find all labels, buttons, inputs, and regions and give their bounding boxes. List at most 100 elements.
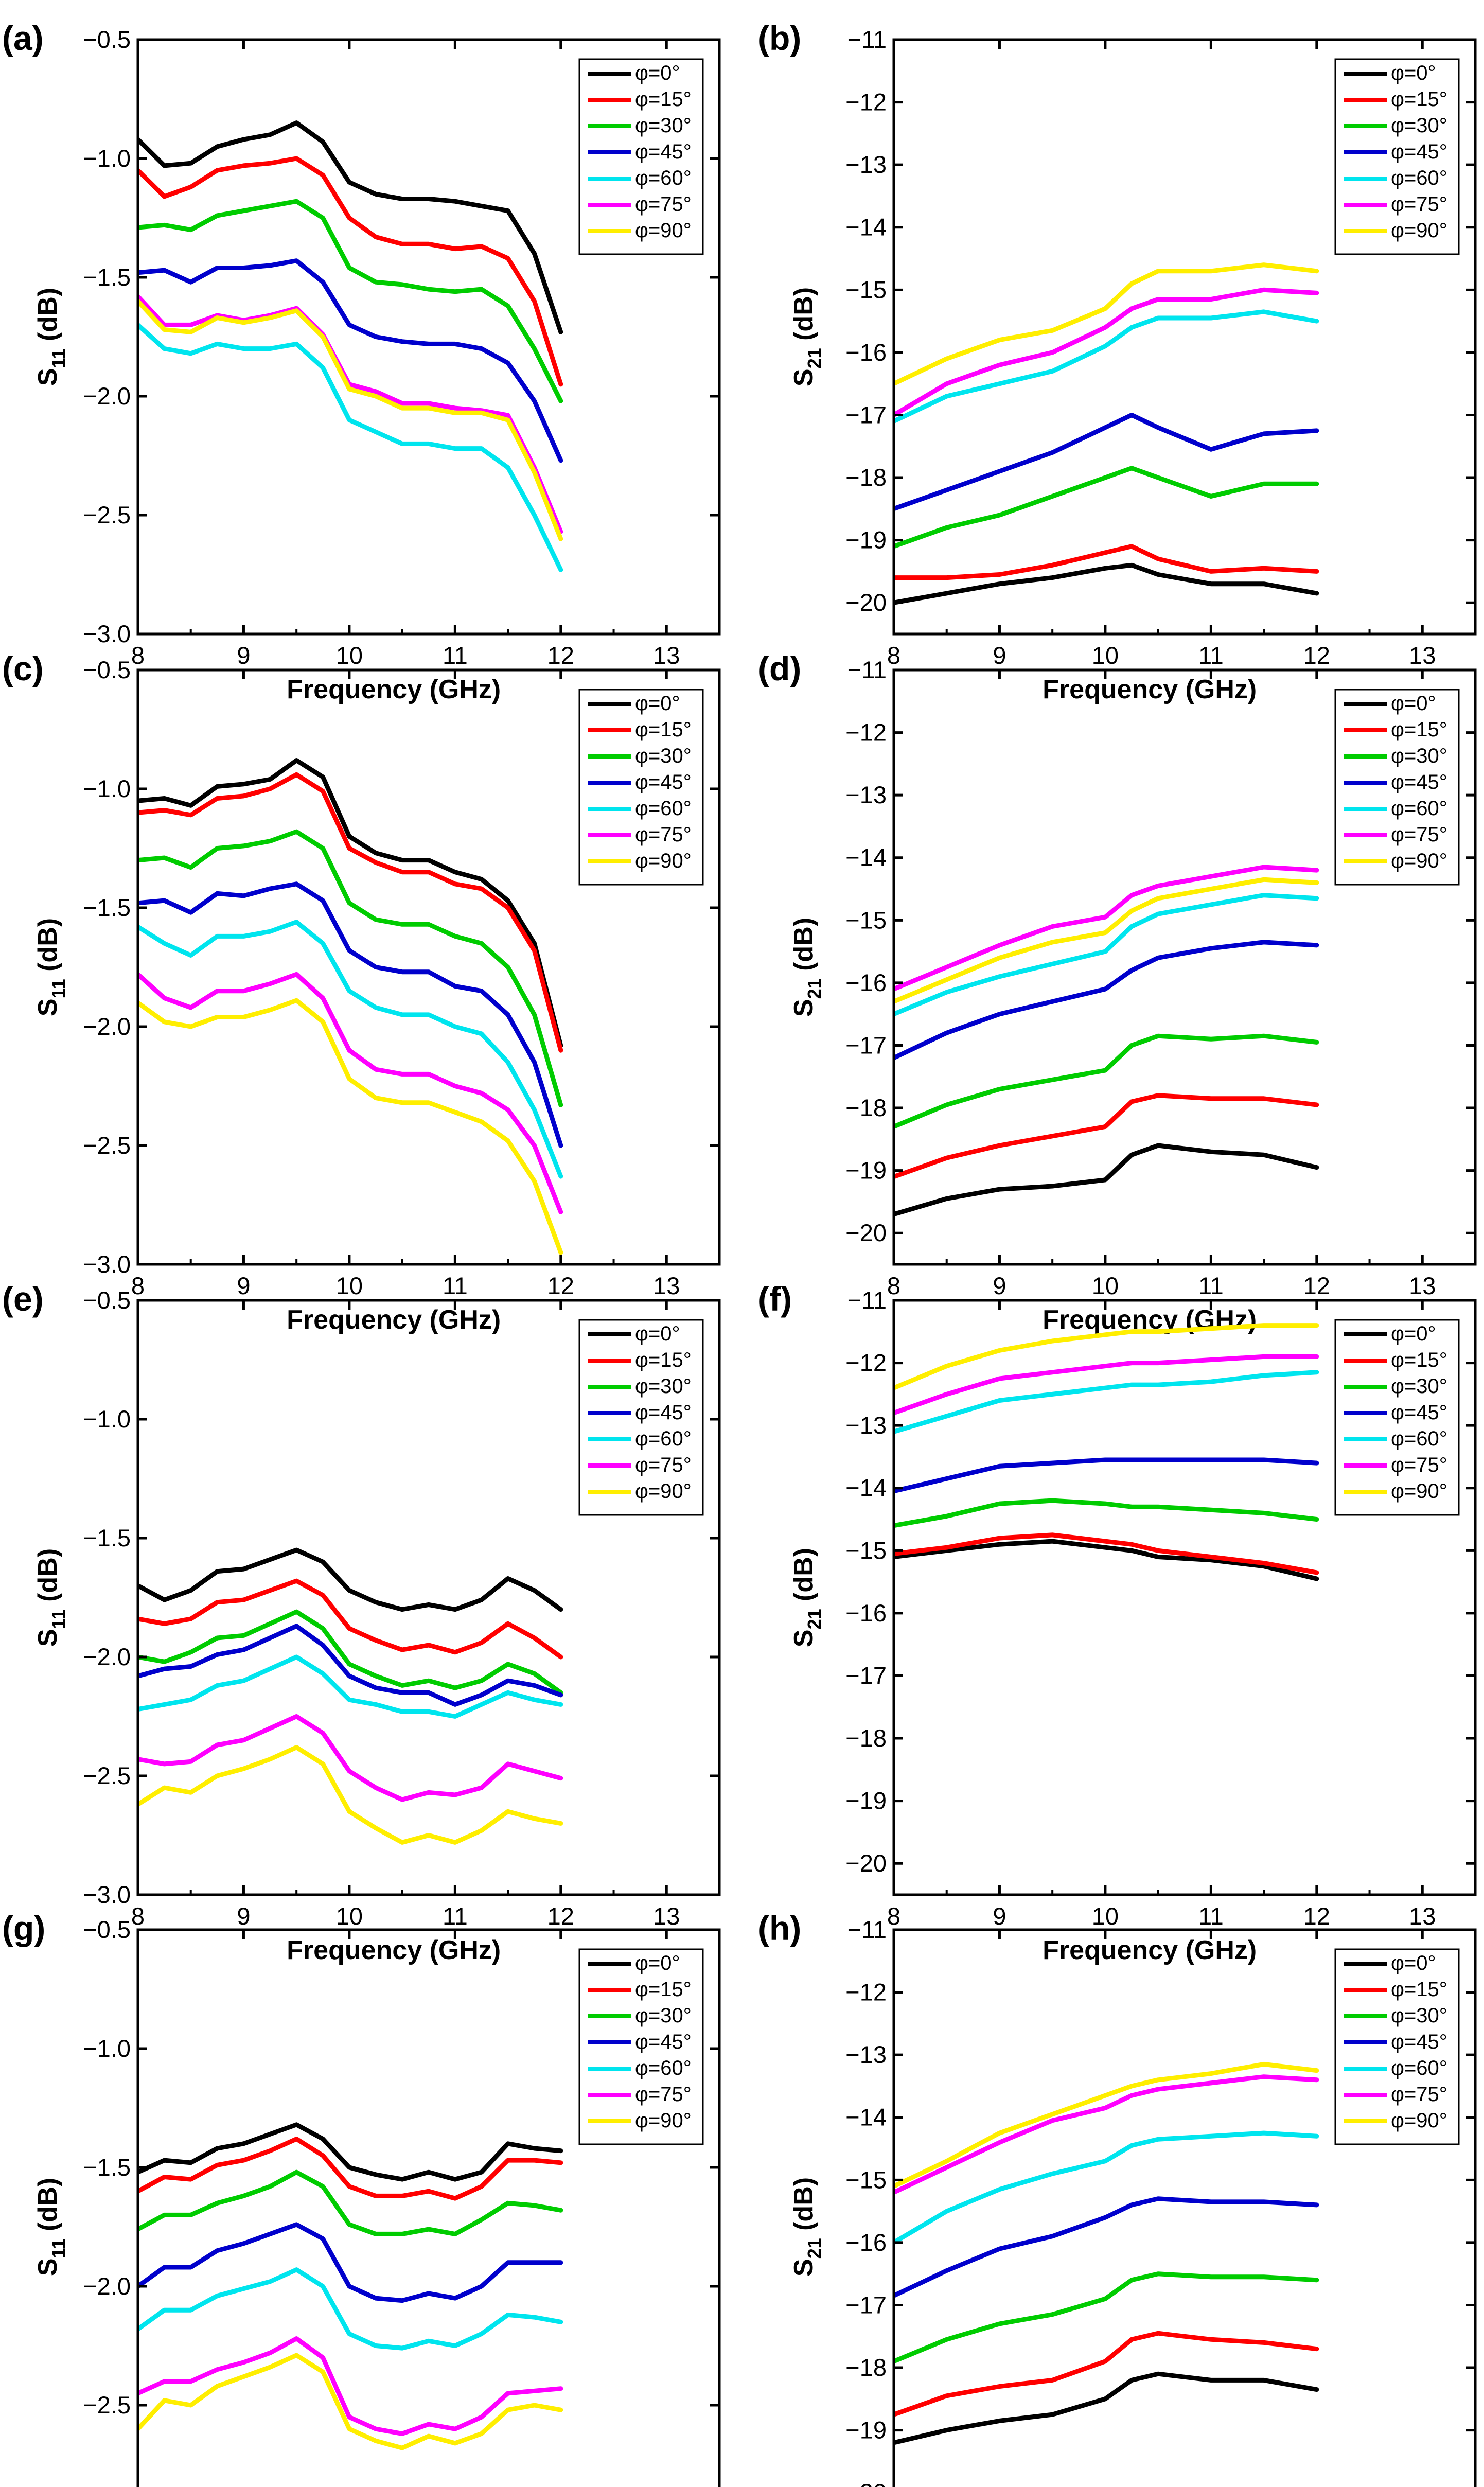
y-tick-label: −0.5 — [83, 1286, 131, 1314]
y-axis-title-main: S — [33, 368, 63, 386]
panel-label: (c) — [2, 649, 44, 687]
y-tick-label: −17 — [845, 401, 887, 428]
series-line-4 — [138, 2267, 563, 2351]
legend-label: φ=15° — [635, 1349, 692, 1371]
series-line-4 — [894, 1370, 1319, 1434]
legend-label: φ=15° — [1391, 1978, 1447, 2001]
y-tick-label: −12 — [845, 89, 887, 116]
series-line-5 — [138, 2336, 563, 2436]
legend-box — [578, 58, 704, 255]
series-line-6 — [138, 1745, 563, 1845]
x-tick-label: 13 — [1409, 1272, 1436, 1299]
legend-label: φ=60° — [1391, 2057, 1447, 2079]
legend-label: φ=90° — [635, 1480, 692, 1503]
x-tick-label: 9 — [993, 1902, 1006, 1930]
x-tick-label: 10 — [336, 642, 363, 669]
chart-panel-5: 8 9 10 11 12 13 −0.5 −1.0 −1.5 −2.0 −2.5 −3.0 Freque… — [2, 1280, 721, 1965]
legend: φ=0° φ=15° φ=30° φ=45° φ=60° φ=75° φ=90° — [1334, 1319, 1460, 1516]
legend-label: φ=45° — [635, 2031, 692, 2053]
y-tick-label: −18 — [845, 1094, 887, 1121]
legend-label: φ=15° — [1391, 1349, 1447, 1371]
legend-label: φ=90° — [635, 850, 692, 872]
x-tick-label: 10 — [336, 1902, 363, 1930]
series-line-0 — [894, 562, 1319, 605]
x-tick-label: 11 — [1198, 1902, 1224, 1930]
plot-frame — [136, 1299, 721, 1896]
y-tick-label: −0.5 — [83, 656, 131, 683]
x-tick-label: 9 — [237, 1272, 250, 1299]
legend-label: φ=15° — [1391, 88, 1447, 111]
x-tick-label: 8 — [887, 1902, 900, 1930]
legend-label: φ=75° — [635, 193, 692, 216]
y-tick-label: −20 — [845, 2479, 887, 2487]
x-tick-label: 12 — [1303, 1902, 1330, 1930]
legend-label: φ=60° — [635, 2057, 692, 2079]
legend-label: φ=60° — [635, 1427, 692, 1450]
series-line-5 — [894, 287, 1319, 417]
y-tick-label: −19 — [845, 526, 887, 554]
y-axis-title-sub: 21 — [804, 978, 825, 999]
legend-label: φ=45° — [635, 771, 692, 793]
legend-label: φ=30° — [635, 745, 692, 767]
legend-label: φ=45° — [1391, 2031, 1447, 2053]
chart-panel-2: 8 9 10 11 12 13 −11 −12 −13 −14 −15 −16 −17 −18 −19 −20… — [758, 19, 1477, 704]
y-tick-label: −18 — [845, 1724, 887, 1752]
y-tick-label: −12 — [845, 719, 887, 746]
legend-label: φ=15° — [635, 718, 692, 741]
series-line-1 — [894, 544, 1319, 580]
series-line-0 — [138, 2122, 563, 2182]
legend-box — [578, 689, 704, 886]
y-tick-label: −13 — [845, 151, 887, 178]
series-line-5 — [894, 865, 1319, 992]
legend-box — [1334, 1948, 1460, 2145]
legend-label: φ=30° — [635, 2004, 692, 2027]
x-tick-label: 12 — [547, 1272, 574, 1299]
legend-label: φ=45° — [1391, 140, 1447, 163]
plot-frame — [892, 668, 1477, 1266]
y-axis-title: S21 (dB) — [789, 287, 825, 386]
y-tick-label: −16 — [845, 2229, 887, 2256]
y-tick-label: −14 — [845, 1474, 887, 1502]
panel-label: (f) — [758, 1280, 792, 1318]
series-line-6 — [138, 2353, 563, 2450]
y-tick-label: −11 — [847, 1286, 887, 1314]
y-tick-label: −16 — [845, 1599, 887, 1627]
y-tick-label: −2.5 — [83, 501, 131, 528]
y-tick-label: −1.0 — [83, 1405, 131, 1433]
legend-label: φ=90° — [1391, 1480, 1447, 1503]
series-line-1 — [894, 2331, 1319, 2417]
y-axis-title-main: S — [789, 368, 819, 386]
plot-frame — [136, 38, 721, 636]
x-tick-label: 9 — [993, 642, 1006, 669]
plot-frame — [892, 38, 1477, 636]
x-tick-label: 11 — [1198, 1272, 1224, 1299]
chart-panel-7: 8910111213−0.5−1.0−1.5−2.0−2.5−3.0Freque… — [2, 1909, 721, 2487]
x-tick-label: 10 — [1092, 1902, 1119, 1930]
series-line-4 — [894, 2130, 1319, 2245]
y-tick-label: −18 — [845, 2354, 887, 2381]
legend-label: φ=45° — [1391, 771, 1447, 793]
series-line-2 — [894, 2271, 1319, 2364]
series-line-6 — [894, 1323, 1319, 1390]
series-line-2 — [894, 466, 1319, 549]
x-tick-label: 11 — [443, 1902, 468, 1930]
panel-label: (e) — [2, 1280, 44, 1318]
legend: φ=0° φ=15° φ=30° φ=45° φ=60° φ=75° φ=90° — [578, 58, 704, 255]
series-line-3 — [894, 413, 1319, 511]
y-axis-title-sub: 11 — [48, 979, 69, 998]
legend-label: φ=75° — [1391, 2083, 1447, 2106]
y-tick-label: −15 — [845, 1537, 887, 1564]
y-tick-label: −1.5 — [83, 263, 131, 291]
legend-label: φ=45° — [635, 140, 692, 163]
x-tick-label: 13 — [1409, 1902, 1436, 1930]
legend-label: φ=60° — [1391, 1427, 1447, 1450]
x-tick-label: 12 — [547, 642, 574, 669]
series-line-4 — [894, 893, 1319, 1017]
y-axis-title-sub: 21 — [804, 348, 825, 368]
series-lines — [138, 120, 563, 572]
series-line-0 — [138, 1547, 563, 1612]
x-tick-label: 11 — [443, 642, 468, 669]
legend-label: φ=75° — [635, 823, 692, 846]
y-tick-label: −12 — [845, 1979, 887, 2006]
legend-label: φ=90° — [1391, 219, 1447, 242]
